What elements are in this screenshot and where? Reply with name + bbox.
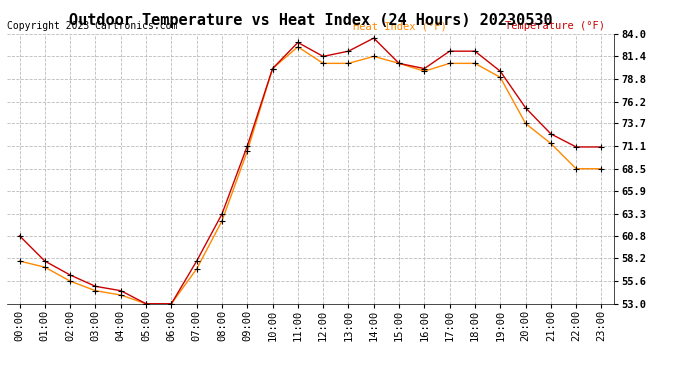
Temperature (°F) — [598, 145, 606, 149]
Temperature (°F) — [268, 66, 277, 71]
Heat Index (°F) — [218, 219, 226, 223]
Heat Index (°F) — [572, 166, 580, 171]
Heat Index (°F) — [41, 265, 49, 269]
Heat Index (°F) — [319, 61, 327, 66]
Heat Index (°F) — [522, 121, 530, 126]
Temperature (°F) — [66, 273, 75, 277]
Temperature (°F) — [370, 36, 378, 40]
Temperature (°F) — [395, 61, 403, 66]
Heat Index (°F) — [420, 69, 428, 74]
Temperature (°F) — [167, 302, 175, 306]
Heat Index (°F) — [344, 61, 353, 66]
Heat Index (°F) — [193, 267, 201, 271]
Temperature (°F) — [446, 49, 454, 53]
Heat Index (°F) — [243, 149, 251, 154]
Heat Index (°F) — [142, 302, 150, 306]
Heat Index (°F) — [546, 141, 555, 146]
Heat Index (°F) — [167, 302, 175, 306]
Temperature (°F) — [471, 49, 479, 53]
Temperature (°F) — [546, 132, 555, 136]
Temperature (°F) — [420, 66, 428, 71]
Heat Index (°F) — [117, 293, 125, 297]
Temperature (°F) — [41, 259, 49, 263]
Heat Index (°F) — [496, 75, 504, 80]
Temperature (°F) — [218, 212, 226, 216]
Text: Temperature (°F): Temperature (°F) — [505, 21, 605, 31]
Line: Temperature (°F): Temperature (°F) — [17, 35, 604, 306]
Temperature (°F) — [319, 54, 327, 58]
Temperature (°F) — [496, 69, 504, 74]
Temperature (°F) — [15, 234, 23, 238]
Heat Index (°F) — [15, 259, 23, 263]
Heat Index (°F) — [370, 54, 378, 58]
Heat Index (°F) — [268, 66, 277, 71]
Heat Index (°F) — [471, 61, 479, 66]
Text: Heat Index (°F): Heat Index (°F) — [353, 21, 446, 31]
Heat Index (°F) — [446, 61, 454, 66]
Temperature (°F) — [117, 288, 125, 293]
Temperature (°F) — [294, 40, 302, 45]
Text: Outdoor Temperature vs Heat Index (24 Hours) 20230530: Outdoor Temperature vs Heat Index (24 Ho… — [69, 13, 552, 28]
Line: Heat Index (°F): Heat Index (°F) — [17, 44, 604, 306]
Heat Index (°F) — [598, 166, 606, 171]
Temperature (°F) — [193, 259, 201, 263]
Temperature (°F) — [522, 105, 530, 110]
Heat Index (°F) — [395, 61, 403, 66]
Text: Copyright 2023 Cartronics.com: Copyright 2023 Cartronics.com — [7, 21, 177, 31]
Heat Index (°F) — [91, 288, 99, 293]
Temperature (°F) — [344, 49, 353, 53]
Heat Index (°F) — [294, 45, 302, 49]
Temperature (°F) — [243, 144, 251, 148]
Heat Index (°F) — [66, 279, 75, 284]
Temperature (°F) — [572, 145, 580, 149]
Temperature (°F) — [142, 302, 150, 306]
Temperature (°F) — [91, 284, 99, 289]
